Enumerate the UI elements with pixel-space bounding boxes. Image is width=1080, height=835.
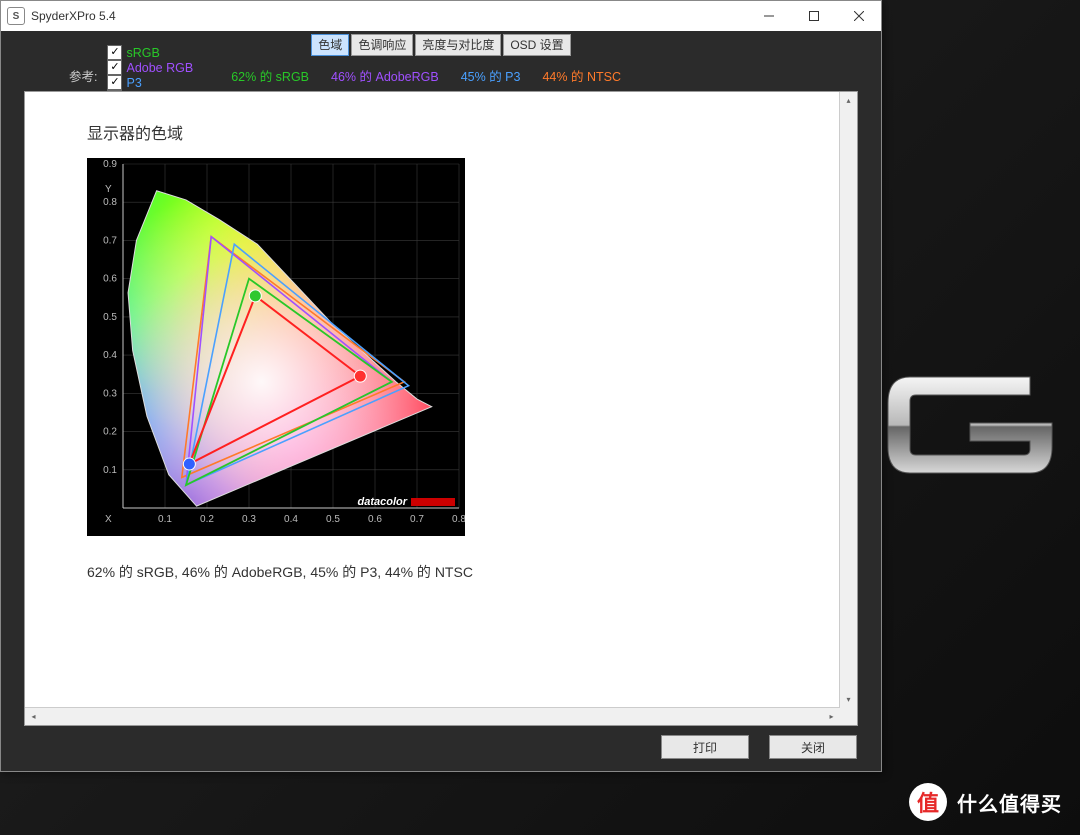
pct-1: 46% 的 AdobeRGB <box>331 66 439 85</box>
tab-3[interactable]: OSD 设置 <box>503 34 570 56</box>
svg-text:0.3: 0.3 <box>103 388 117 399</box>
chromaticity-chart: 0.1 0.2 0.3 0.4 0.5 0.6 0.7 0.8 0.1 0.2 0.3 0.4 0.5 0… <box>87 158 465 536</box>
checkbox-icon[interactable] <box>107 60 122 75</box>
app-window: S SpyderXPro 5.4 色域色调响应亮度与对比度OSD 设置 参考: … <box>0 0 882 772</box>
watermark: 值 什么值得买 <box>909 783 1062 821</box>
close-button[interactable] <box>836 1 881 31</box>
summary-text: 62% 的 sRGB, 46% 的 AdobeRGB, 45% 的 P3, 44… <box>87 562 840 582</box>
svg-text:0.8: 0.8 <box>103 197 117 208</box>
svg-text:0.4: 0.4 <box>103 350 117 361</box>
watermark-text: 什么值得买 <box>957 788 1062 817</box>
minimize-button[interactable] <box>746 1 791 31</box>
svg-text:0.3: 0.3 <box>242 514 256 525</box>
content-panel: 显示器的色域 0.1 0.2 0.3 0.4 0.5 0.6 0.7 0.8 0.1 0.2 0.3… <box>24 91 858 726</box>
tab-0[interactable]: 色域 <box>311 34 349 56</box>
scrollbar-vertical[interactable]: ▴ ▾ <box>839 92 857 708</box>
svg-text:0.9: 0.9 <box>103 159 117 170</box>
svg-text:0.7: 0.7 <box>410 514 424 525</box>
app-body: 色域色调响应亮度与对比度OSD 设置 参考: sRGBAdobe RGBP3NT… <box>1 31 881 771</box>
screen: S SpyderXPro 5.4 色域色调响应亮度与对比度OSD 设置 参考: … <box>0 0 1080 835</box>
svg-text:Y: Y <box>105 184 112 195</box>
ref-label: P3 <box>126 76 141 90</box>
window-title: SpyderXPro 5.4 <box>31 9 116 23</box>
datacolor-bar-icon <box>411 498 455 506</box>
reference-row: 参考: sRGBAdobe RGBP3NTSC 62% 的 sRGB46% 的 … <box>1 61 881 89</box>
tab-2[interactable]: 亮度与对比度 <box>415 34 501 56</box>
svg-text:0.5: 0.5 <box>103 312 117 323</box>
titlebar: S SpyderXPro 5.4 <box>1 1 881 32</box>
svg-text:0.5: 0.5 <box>326 514 340 525</box>
svg-text:0.4: 0.4 <box>284 514 298 525</box>
svg-text:0.1: 0.1 <box>103 465 117 476</box>
maximize-button[interactable] <box>791 1 836 31</box>
svg-text:0.6: 0.6 <box>103 274 117 285</box>
svg-text:0.8: 0.8 <box>452 514 465 525</box>
svg-text:X: X <box>105 514 112 525</box>
scroll-left-icon[interactable]: ◂ <box>25 708 42 725</box>
datacolor-text: datacolor <box>357 496 407 508</box>
ref-label: sRGB <box>126 46 159 60</box>
close-app-button[interactable]: 关闭 <box>769 735 857 759</box>
svg-text:0.2: 0.2 <box>200 514 214 525</box>
svg-text:0.1: 0.1 <box>158 514 172 525</box>
checkbox-icon[interactable] <box>107 45 122 60</box>
scroll-right-icon[interactable]: ▸ <box>823 708 840 725</box>
brand-g-logo <box>880 365 1080 485</box>
datacolor-logo: datacolor <box>357 496 455 508</box>
footer: 打印 关闭 <box>1 735 881 761</box>
scroll-down-icon[interactable]: ▾ <box>840 691 857 708</box>
pct-2: 45% 的 P3 <box>461 66 521 85</box>
svg-text:0.7: 0.7 <box>103 235 117 246</box>
ref-label: Adobe RGB <box>126 61 193 75</box>
scrollbar-corner <box>840 708 857 725</box>
svg-text:0.6: 0.6 <box>368 514 382 525</box>
print-button[interactable]: 打印 <box>661 735 749 759</box>
scroll-up-icon[interactable]: ▴ <box>840 92 857 109</box>
pct-3: 44% 的 NTSC <box>542 66 621 85</box>
ref-checkbox-srgb[interactable]: sRGB <box>107 45 193 60</box>
content-title: 显示器的色域 <box>87 120 840 144</box>
checkbox-icon[interactable] <box>107 75 122 90</box>
scrollbar-horizontal[interactable]: ◂ ▸ <box>25 707 840 725</box>
tab-1[interactable]: 色调响应 <box>351 34 413 56</box>
ref-checkbox-adobergb[interactable]: Adobe RGB <box>107 60 193 75</box>
watermark-badge-icon: 值 <box>909 783 947 821</box>
ref-checkbox-p3[interactable]: P3 <box>107 75 193 90</box>
app-icon: S <box>7 7 25 25</box>
reference-label: 参考: <box>69 66 97 85</box>
pct-0: 62% 的 sRGB <box>231 66 309 85</box>
svg-text:0.2: 0.2 <box>103 427 117 438</box>
